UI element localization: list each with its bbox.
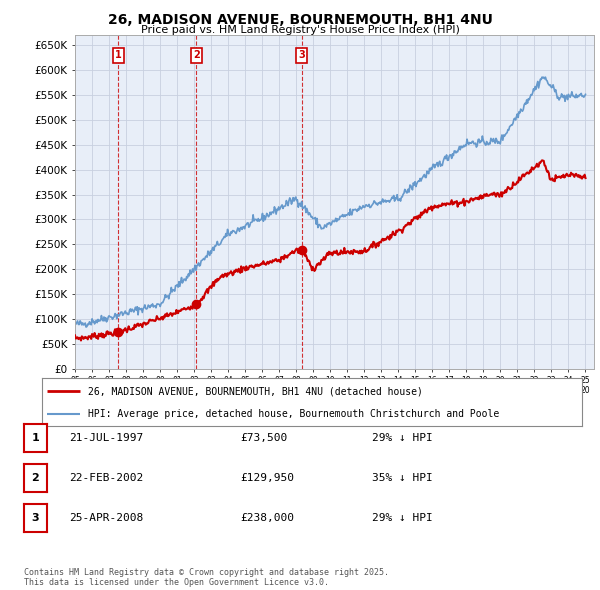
Text: £73,500: £73,500 <box>240 433 287 442</box>
Text: 35% ↓ HPI: 35% ↓ HPI <box>372 473 433 483</box>
Text: Contains HM Land Registry data © Crown copyright and database right 2025.
This d: Contains HM Land Registry data © Crown c… <box>24 568 389 587</box>
Text: 3: 3 <box>298 50 305 60</box>
Text: £129,950: £129,950 <box>240 473 294 483</box>
Text: 22-FEB-2002: 22-FEB-2002 <box>69 473 143 483</box>
Text: 21-JUL-1997: 21-JUL-1997 <box>69 433 143 442</box>
Text: £238,000: £238,000 <box>240 513 294 523</box>
Text: 3: 3 <box>32 513 39 523</box>
Text: 2: 2 <box>193 50 200 60</box>
Text: 1: 1 <box>115 50 122 60</box>
Text: HPI: Average price, detached house, Bournemouth Christchurch and Poole: HPI: Average price, detached house, Bour… <box>88 409 499 419</box>
Text: 26, MADISON AVENUE, BOURNEMOUTH, BH1 4NU: 26, MADISON AVENUE, BOURNEMOUTH, BH1 4NU <box>107 13 493 27</box>
Text: 2: 2 <box>32 473 39 483</box>
Text: 25-APR-2008: 25-APR-2008 <box>69 513 143 523</box>
Text: 1: 1 <box>32 433 39 442</box>
Text: 26, MADISON AVENUE, BOURNEMOUTH, BH1 4NU (detached house): 26, MADISON AVENUE, BOURNEMOUTH, BH1 4NU… <box>88 386 423 396</box>
Text: Price paid vs. HM Land Registry's House Price Index (HPI): Price paid vs. HM Land Registry's House … <box>140 25 460 35</box>
Text: 29% ↓ HPI: 29% ↓ HPI <box>372 433 433 442</box>
Text: 29% ↓ HPI: 29% ↓ HPI <box>372 513 433 523</box>
